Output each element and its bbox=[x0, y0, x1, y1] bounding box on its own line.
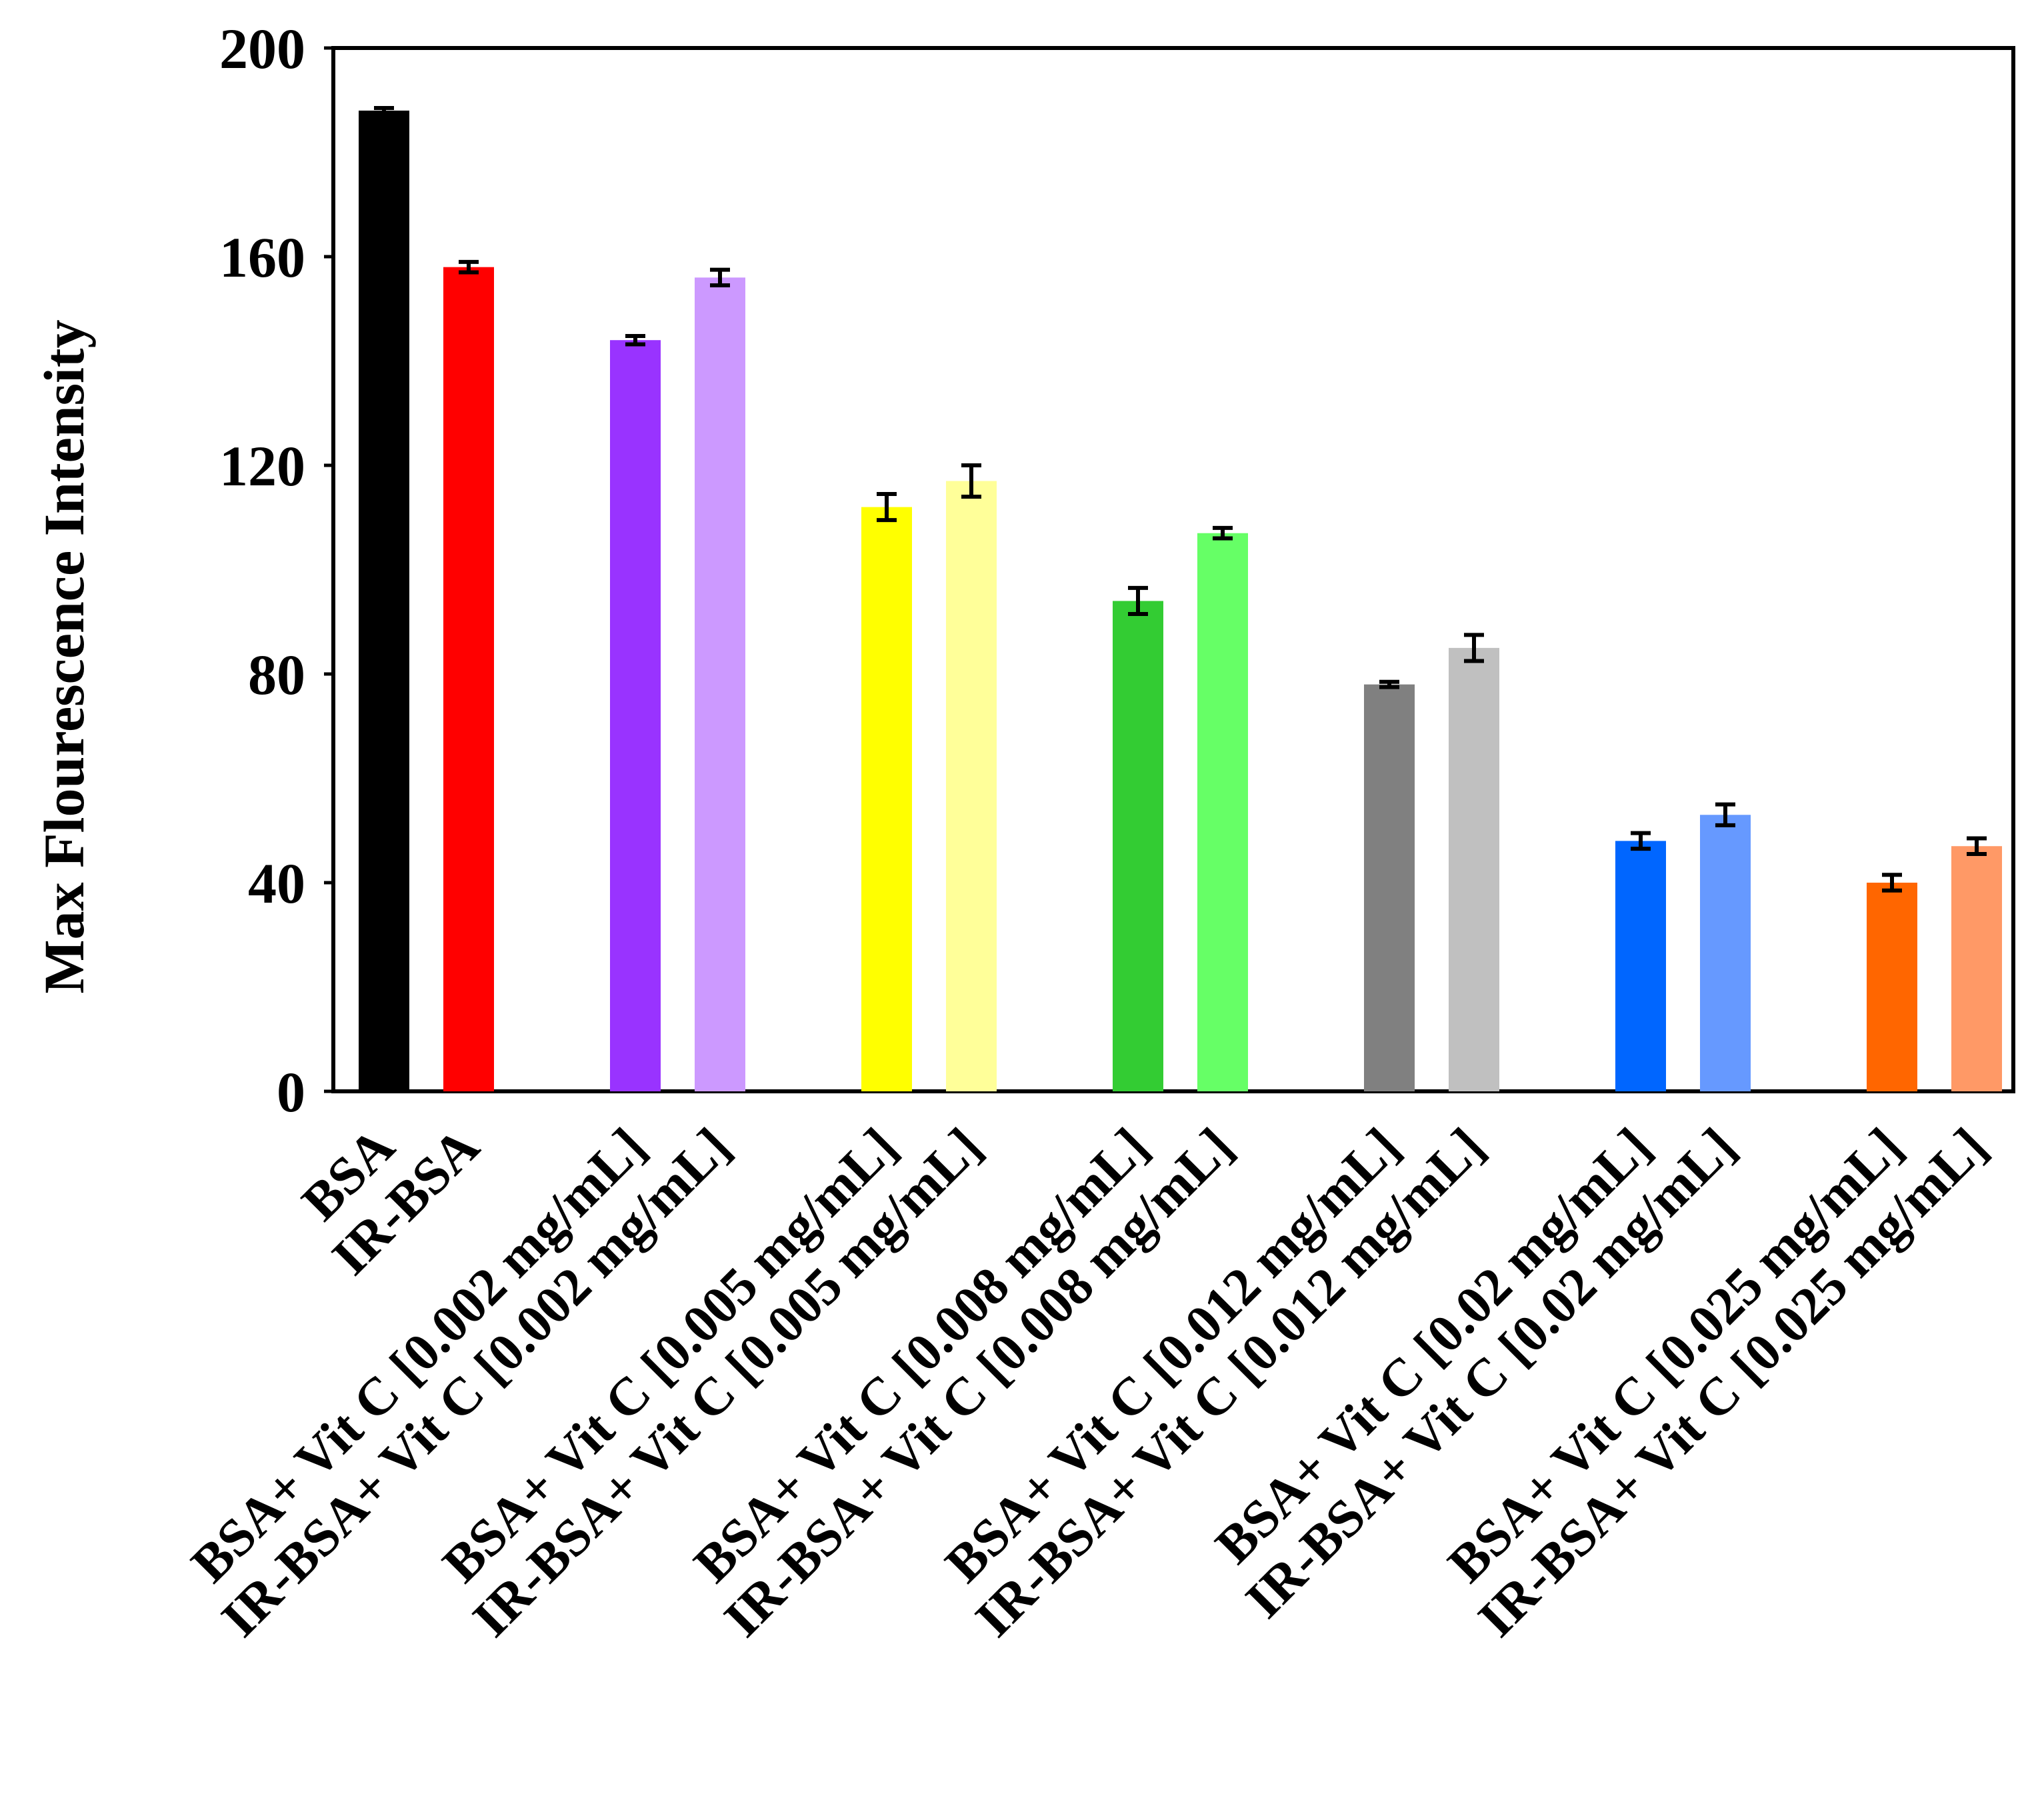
bar bbox=[1700, 815, 1751, 1091]
bar bbox=[946, 481, 997, 1091]
bar bbox=[1113, 601, 1163, 1091]
y-tick-label: 120 bbox=[219, 434, 305, 498]
bar bbox=[695, 277, 745, 1091]
bar bbox=[1867, 883, 1917, 1091]
bar bbox=[861, 507, 912, 1091]
bar bbox=[443, 267, 494, 1091]
y-tick-label: 80 bbox=[248, 643, 305, 707]
bar bbox=[1364, 684, 1415, 1091]
bar bbox=[1449, 647, 1499, 1091]
error-bars bbox=[374, 105, 1987, 893]
bar bbox=[1951, 846, 2002, 1091]
y-tick-label: 40 bbox=[248, 851, 305, 915]
bar bbox=[1197, 533, 1248, 1091]
bar bbox=[359, 110, 409, 1091]
y-tick-label: 0 bbox=[277, 1060, 305, 1124]
bar bbox=[1615, 841, 1666, 1091]
y-axis: 0 40 80 120 160 200 bbox=[219, 17, 333, 1124]
y-tick-label: 200 bbox=[219, 17, 305, 81]
bars bbox=[359, 110, 2002, 1092]
y-tick-label: 160 bbox=[219, 225, 305, 289]
y-axis-title: Max Flourescence Intensity bbox=[32, 319, 96, 993]
plot-frame bbox=[331, 46, 2015, 1093]
bar bbox=[610, 340, 661, 1092]
